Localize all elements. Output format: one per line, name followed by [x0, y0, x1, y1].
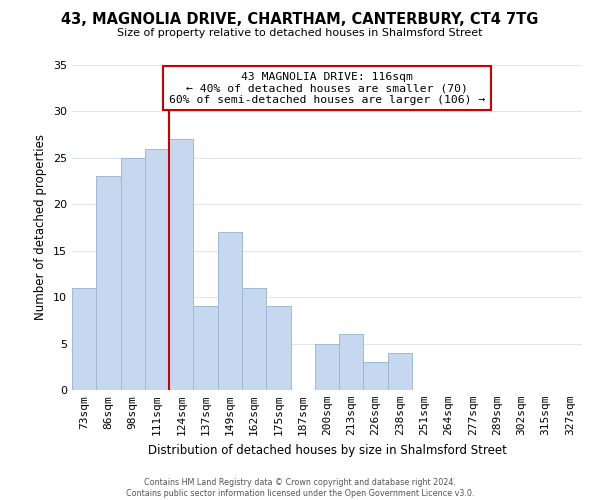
X-axis label: Distribution of detached houses by size in Shalmsford Street: Distribution of detached houses by size … — [148, 444, 506, 456]
Text: 43 MAGNOLIA DRIVE: 116sqm
← 40% of detached houses are smaller (70)
60% of semi-: 43 MAGNOLIA DRIVE: 116sqm ← 40% of detac… — [169, 72, 485, 104]
Text: Contains HM Land Registry data © Crown copyright and database right 2024.
Contai: Contains HM Land Registry data © Crown c… — [126, 478, 474, 498]
Bar — [242, 288, 266, 390]
Text: 43, MAGNOLIA DRIVE, CHARTHAM, CANTERBURY, CT4 7TG: 43, MAGNOLIA DRIVE, CHARTHAM, CANTERBURY… — [61, 12, 539, 28]
Bar — [218, 232, 242, 390]
Bar — [145, 148, 169, 390]
Bar — [169, 140, 193, 390]
Bar — [339, 334, 364, 390]
Bar — [193, 306, 218, 390]
Bar — [96, 176, 121, 390]
Bar — [364, 362, 388, 390]
Bar — [266, 306, 290, 390]
Text: Size of property relative to detached houses in Shalmsford Street: Size of property relative to detached ho… — [117, 28, 483, 38]
Bar — [72, 288, 96, 390]
Y-axis label: Number of detached properties: Number of detached properties — [34, 134, 47, 320]
Bar — [315, 344, 339, 390]
Bar — [121, 158, 145, 390]
Bar — [388, 353, 412, 390]
